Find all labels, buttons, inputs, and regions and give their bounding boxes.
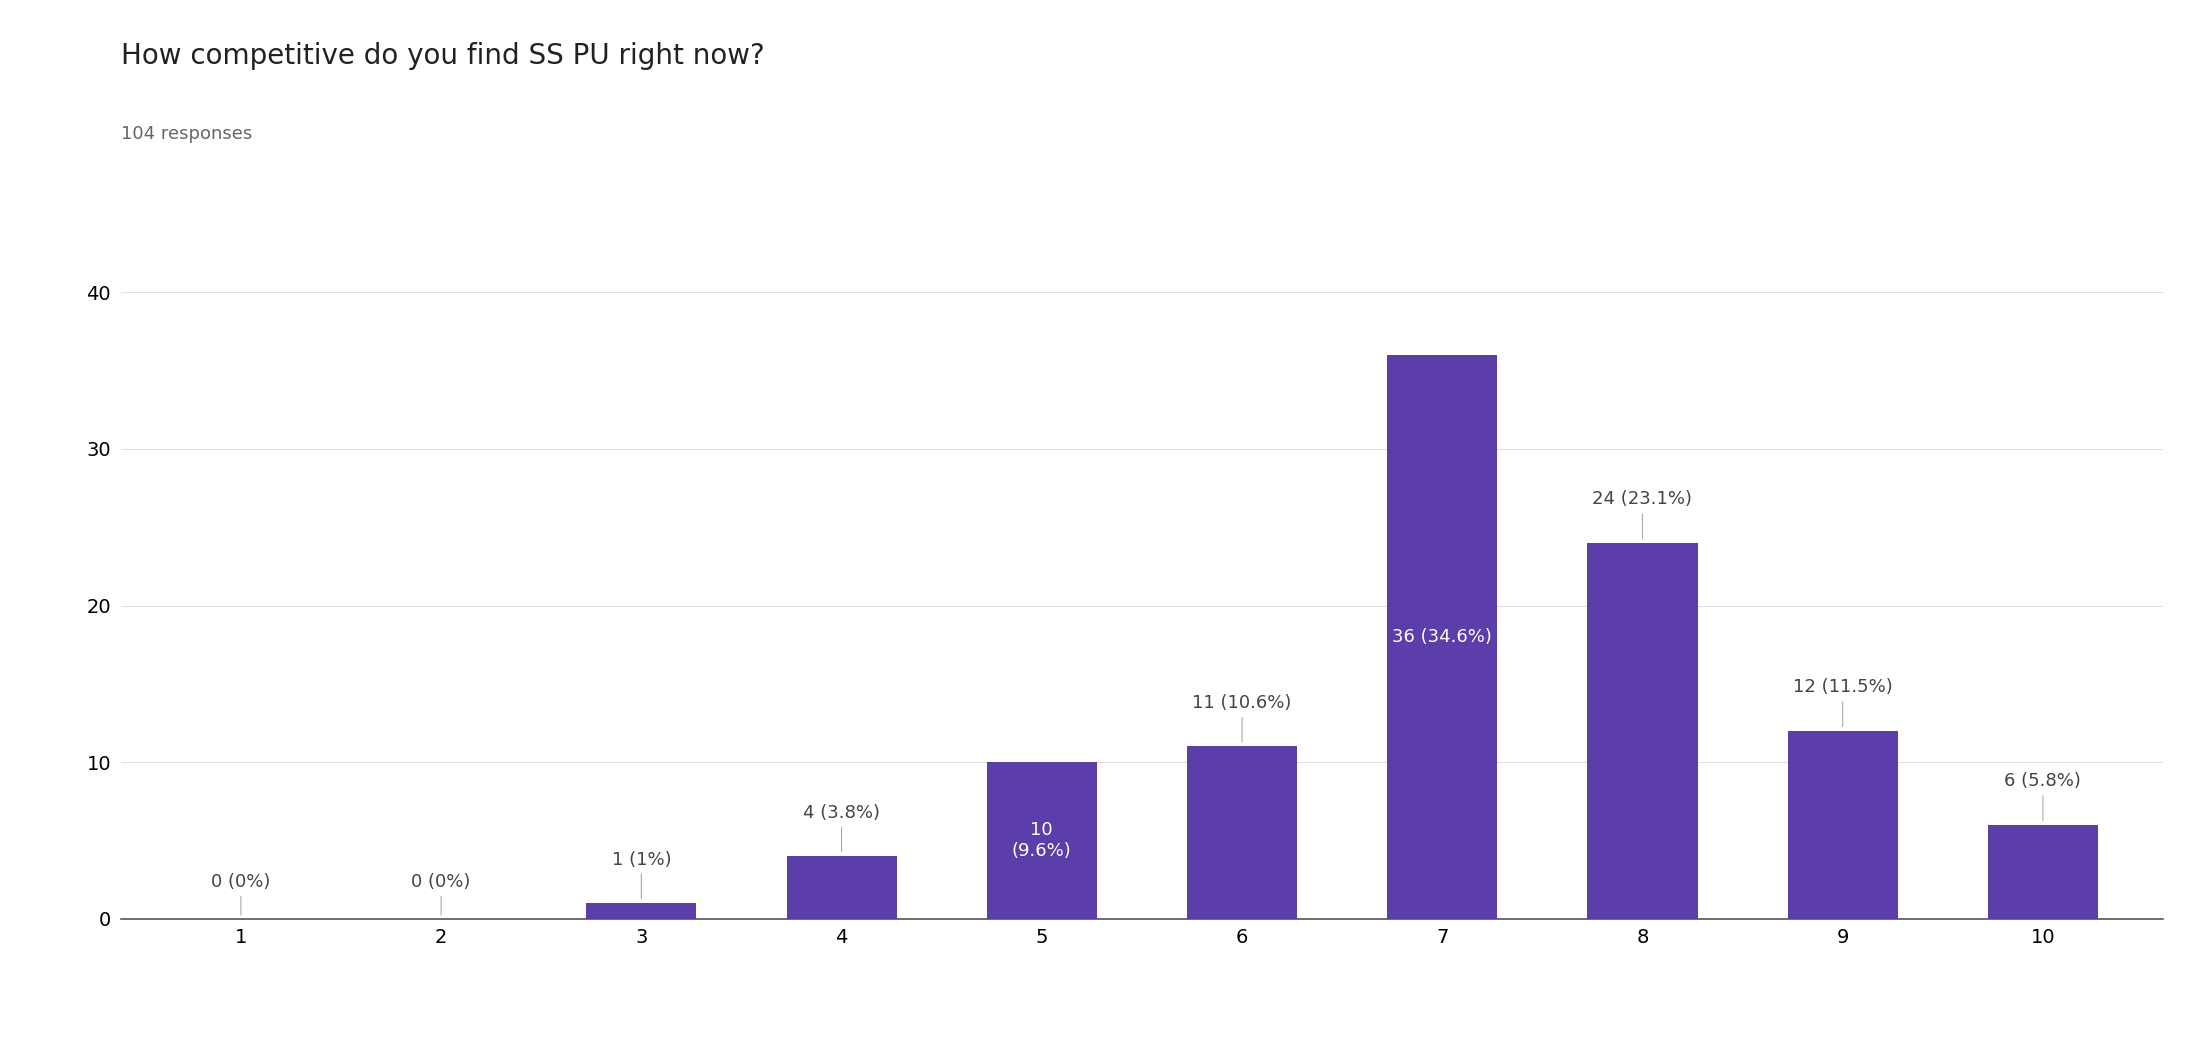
Text: 12 (11.5%): 12 (11.5%) [1792,679,1893,727]
Text: 10
(9.6%): 10 (9.6%) [1012,821,1072,860]
Bar [1388,355,1498,919]
Text: 24 (23.1%): 24 (23.1%) [1592,491,1693,539]
Text: 6 (5.8%): 6 (5.8%) [2005,773,2082,821]
Bar [1588,543,1698,919]
Text: 0 (0%): 0 (0%) [411,873,470,916]
Bar [1788,731,1897,919]
Text: 1 (1%): 1 (1%) [610,851,672,899]
Text: 11 (10.6%): 11 (10.6%) [1192,694,1291,742]
Bar [786,856,896,919]
Text: 36 (34.6%): 36 (34.6%) [1392,627,1493,646]
Bar [586,903,696,919]
Text: 4 (3.8%): 4 (3.8%) [804,804,881,852]
Text: 0 (0%): 0 (0%) [211,873,270,916]
Text: 104 responses: 104 responses [121,125,253,143]
Bar [1987,825,2097,919]
Text: How competitive do you find SS PU right now?: How competitive do you find SS PU right … [121,42,764,70]
Bar [986,762,1096,919]
Bar [1188,746,1298,919]
